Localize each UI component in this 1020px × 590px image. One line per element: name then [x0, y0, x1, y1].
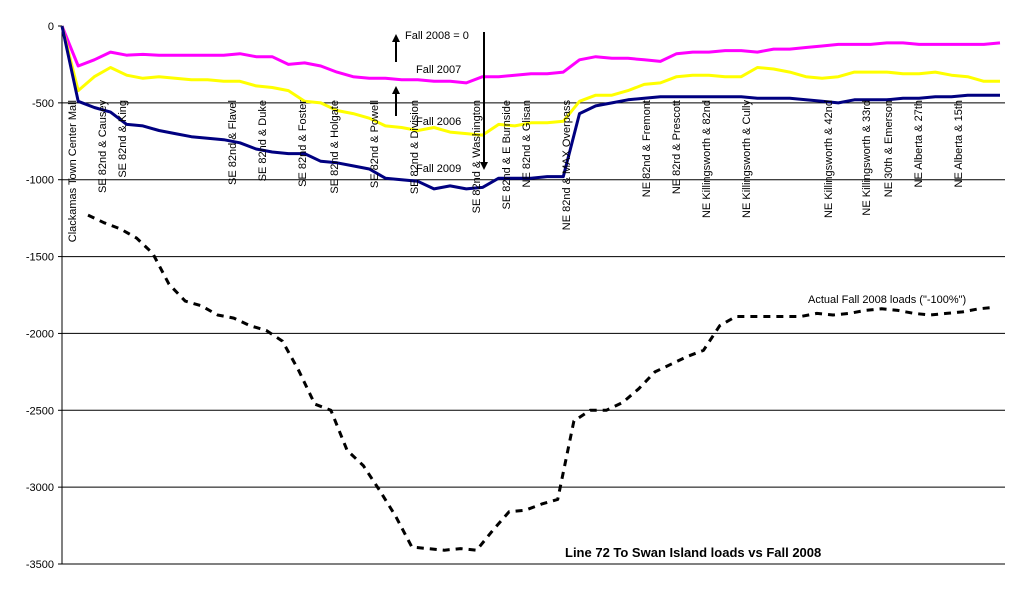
stop-label: NE 82nd & Glisan [521, 100, 533, 187]
stop-label: SE 82nd & Duke [257, 100, 269, 181]
stop-label: Clackamas Town Center Mall [67, 100, 79, 242]
stop-label: SE 82nd & Division [409, 100, 421, 194]
y-tick-label: -500 [32, 98, 54, 110]
chart-title: Line 72 To Swan Island loads vs Fall 200… [565, 545, 821, 560]
series-line-2 [60, 25, 1000, 191]
annotation-fall-2009: Fall 2009 [416, 163, 461, 175]
stop-labels: Clackamas Town Center Mall SE 82nd & Caus… [67, 100, 965, 243]
series-labels: Fall 2008 = 0 Fall 2007 Fall 2006 Fall 2… [405, 30, 966, 306]
stop-label: NE Killingsworth & 33rd [861, 100, 873, 216]
stop-label: NE Alberta & 15th [953, 100, 965, 187]
stop-label: NE Killingsworth & 42nd [823, 100, 835, 218]
stop-label: NE 82nd & Fremont [641, 100, 653, 197]
stop-label: SE 82nd & King [117, 100, 129, 178]
annotation-fall-2006: Fall 2006 [416, 116, 461, 128]
stop-label: NE 30th & Emerson [883, 100, 895, 197]
series-line-0 [60, 25, 1001, 85]
stop-label: SE 82nd & Washington [471, 100, 483, 213]
stop-label: NE Killingsworth & Cully [741, 100, 753, 218]
y-tick-label: -3500 [26, 559, 54, 571]
annotation-fall-2007: Fall 2007 [416, 64, 461, 76]
axes [58, 25, 63, 565]
series-lines [60, 25, 1001, 552]
y-tick-label: -1500 [26, 252, 54, 264]
stop-label: NE Alberta & 27th [913, 100, 925, 187]
series-line-3 [87, 213, 996, 552]
y-tick-label: -1000 [26, 175, 54, 187]
stop-label: SE 82nd & Causey [97, 100, 109, 193]
stop-label: SE 82nd & Holgate [329, 100, 341, 194]
y-tick-label: 0 [48, 21, 54, 33]
y-tick-label: -3000 [26, 482, 54, 494]
stop-label: SE 82nd & E Burnside [501, 100, 513, 209]
annotation-arrows [392, 32, 488, 170]
stop-label: NE 82nd & MAX Overpass [561, 100, 573, 231]
stop-label: NE 82rd & Prescott [671, 100, 683, 194]
y-tick-label: -2500 [26, 405, 54, 417]
series-line-1 [60, 25, 1000, 137]
gridlines [62, 102, 1005, 565]
annotation-actual-fall-2008: Actual Fall 2008 loads ("-100%") [808, 294, 966, 306]
y-tick-label: -2000 [26, 328, 54, 340]
stop-label: SE 82nd & Powell [369, 100, 381, 188]
y-tick-labels: 0 -500 -1000 -1500 -2000 -2500 -3000 -3500 [26, 21, 54, 571]
stop-label: NE Killingsworth & 82nd [701, 100, 713, 218]
annotation-fall-2008-zero: Fall 2008 = 0 [405, 30, 469, 42]
stop-label: SE 82nd & Foster [297, 100, 309, 187]
stop-label: SE 82nd & Flavel [227, 100, 239, 185]
